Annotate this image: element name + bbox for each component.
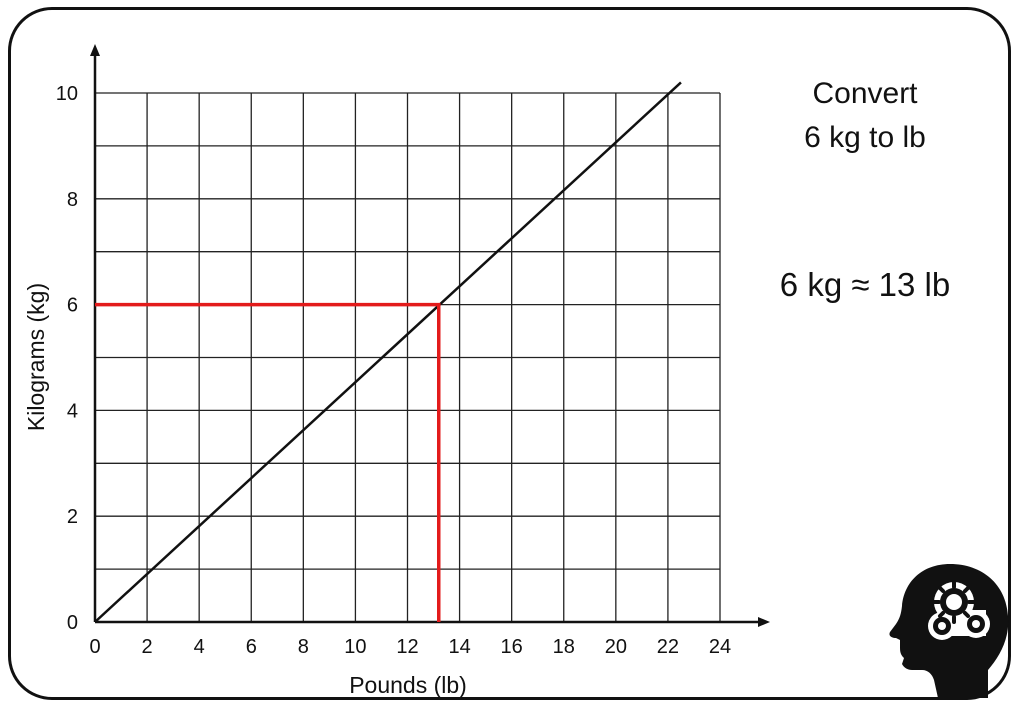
x-tick-label: 16 [501, 636, 523, 658]
x-tick-label: 6 [246, 636, 257, 658]
question-text: Convert 6 kg to lb [770, 72, 960, 160]
reading-guide-line [95, 302, 441, 622]
question-line-1: Convert [812, 77, 918, 110]
y-tick-label: 10 [56, 83, 78, 105]
x-tick-label: 0 [89, 636, 100, 658]
head-with-gears-icon [889, 564, 1009, 698]
x-tick-label: 22 [657, 636, 679, 658]
question-line-2: 6 kg to lb [804, 121, 926, 154]
x-tick-label: 4 [194, 636, 205, 658]
y-axis-label: Kilograms (kg) [23, 283, 49, 431]
answer-text: 6 kg ≈ 13 lb [779, 266, 951, 303]
conversion-line [94, 81, 682, 623]
y-tick-label: 4 [67, 400, 78, 422]
slide-frame [8, 7, 1011, 700]
y-tick-label: 6 [67, 295, 78, 317]
y-tick-label: 0 [67, 612, 78, 634]
x-tick-label: 18 [553, 636, 575, 658]
x-tick-label: 14 [448, 636, 470, 658]
x-tick-label: 12 [396, 636, 418, 658]
x-tick-label: 2 [142, 636, 153, 658]
x-tick-label: 8 [298, 636, 309, 658]
x-tick-label: 20 [605, 636, 627, 658]
x-tick-label: 24 [709, 636, 731, 658]
y-tick-label: 2 [67, 506, 78, 528]
y-axis-arrow [90, 44, 100, 56]
x-axis-label: Pounds (lb) [349, 672, 467, 698]
y-tick-label: 8 [67, 189, 78, 211]
x-axis-arrow [758, 617, 770, 627]
x-tick-label: 10 [344, 636, 366, 658]
